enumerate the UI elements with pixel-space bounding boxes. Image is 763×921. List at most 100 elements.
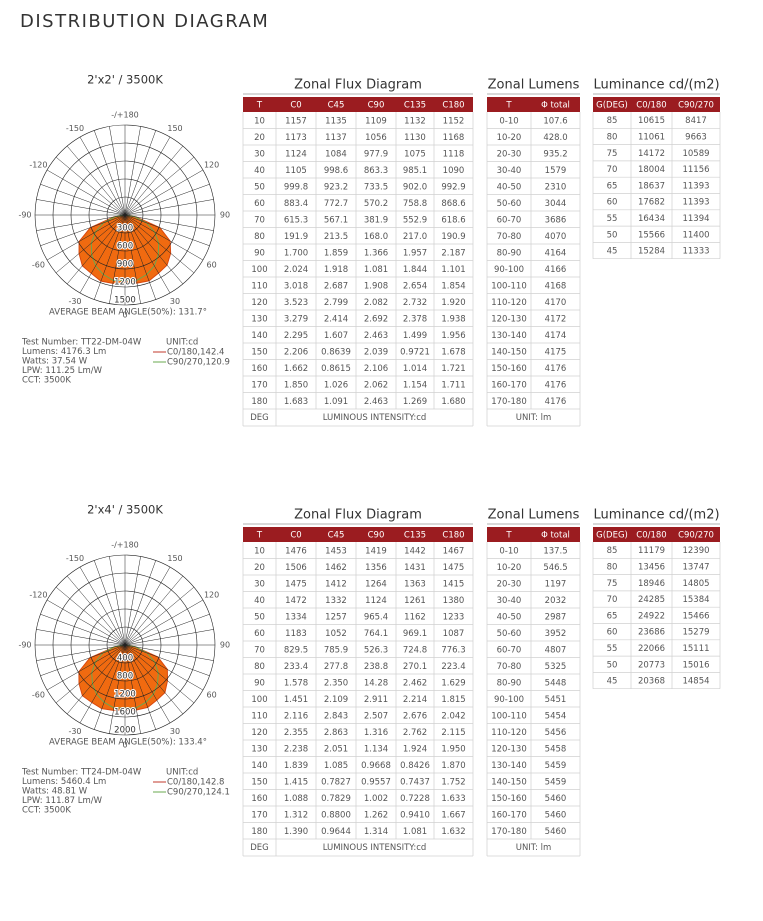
cell: 70 [607, 165, 618, 175]
cell: 11393 [682, 198, 709, 208]
cell: 1.918 [324, 265, 348, 275]
cell: 60-70 [497, 215, 522, 225]
cell: 552.9 [403, 215, 427, 225]
cell: 100 [251, 265, 267, 275]
ring-label: 400 [117, 654, 133, 664]
header-row [243, 527, 473, 542]
cell: 20-30 [497, 149, 522, 159]
cell: 1152 [443, 116, 465, 126]
cell: 381.9 [364, 215, 388, 225]
cell: 1168 [443, 133, 465, 143]
cell: 1579 [545, 166, 567, 176]
cell: 20 [254, 133, 265, 143]
column-header: T [505, 531, 512, 541]
cell: 1.950 [441, 744, 465, 754]
cell: 733.5 [364, 182, 388, 192]
cell: 0.9644 [321, 827, 351, 837]
polar-spoke [124, 560, 157, 646]
cell: 233.4 [284, 662, 308, 672]
cell: 140 [251, 331, 267, 341]
cell: 1087 [443, 629, 465, 639]
cell: 1135 [325, 116, 347, 126]
polar-spoke [124, 214, 157, 300]
cell: 2.507 [364, 711, 388, 721]
legend-c0: C0/180,142.4 [167, 348, 224, 358]
angle-label: 150 [167, 124, 182, 133]
cell: 150 [251, 777, 267, 787]
cell: 0.9410 [400, 810, 430, 820]
cell: 150-160 [491, 364, 527, 374]
cell: 1.314 [364, 827, 388, 837]
polar-spoke [124, 126, 141, 216]
cell: 40 [254, 166, 265, 176]
angle-label: -90 [18, 211, 31, 220]
cell: 18004 [638, 165, 665, 175]
table-title: Luminance cd/(m2) [593, 508, 719, 523]
cell: 110 [251, 281, 267, 291]
cell: 60 [254, 199, 265, 209]
cell: 1475 [443, 563, 465, 573]
angle-label: -60 [32, 691, 45, 700]
footer: UNIT: lm [516, 413, 552, 423]
polar-spoke [93, 130, 126, 216]
cell: 70 [607, 595, 618, 605]
ring-label: 1500 [114, 296, 136, 306]
cell: 13456 [638, 562, 665, 572]
cell: 170 [251, 380, 267, 390]
polar-spoke [93, 560, 126, 646]
cell: 160 [251, 364, 267, 374]
cell: 1.839 [284, 761, 308, 771]
legend-unit: UNIT:cd [166, 338, 198, 348]
cell: 55 [607, 214, 618, 224]
cell: 2.732 [403, 298, 427, 308]
polar-spoke [66, 145, 126, 216]
polar-spoke [124, 644, 204, 691]
cell: 1.683 [284, 397, 308, 407]
column-header: Φ total [541, 101, 570, 111]
polar-spoke [124, 169, 204, 216]
cell: 12390 [682, 546, 709, 556]
polar-spoke [36, 644, 126, 661]
cell: 120-130 [491, 314, 527, 324]
cell: 40-50 [497, 182, 522, 192]
angle-label: -30 [68, 297, 81, 306]
cell: 50-60 [497, 199, 522, 209]
angle-label: -/+180 [111, 111, 139, 120]
cell: 1415 [443, 579, 465, 589]
cell: 15111 [682, 644, 709, 654]
cell: 1.312 [284, 810, 308, 820]
cell: 1412 [325, 579, 347, 589]
ring-label: 300 [117, 224, 133, 234]
cell: 1.721 [441, 364, 465, 374]
cell: 0.8615 [321, 364, 351, 374]
cell: 1173 [285, 133, 307, 143]
cell: 2.062 [364, 380, 388, 390]
cell: 20773 [638, 660, 665, 670]
cell: 5460 [545, 794, 567, 804]
cell: 0.7827 [321, 777, 351, 787]
angle-label: 30 [170, 297, 180, 306]
cell: 45 [607, 677, 618, 687]
cell: 2.676 [403, 711, 427, 721]
cell: 2.414 [324, 314, 348, 324]
cell: 14854 [682, 677, 709, 687]
cell: 70-80 [497, 662, 522, 672]
cell: 15566 [638, 230, 665, 240]
cell: 1264 [365, 579, 387, 589]
polar-spoke [40, 183, 126, 216]
cell: 140-150 [491, 347, 527, 357]
cell: 3.523 [284, 298, 308, 308]
cell: 1130 [404, 133, 426, 143]
page-title: DISTRIBUTION DIAGRAM [20, 11, 269, 32]
cell: 30 [254, 149, 265, 159]
ring-label: 1600 [114, 708, 136, 718]
polar-spoke [46, 169, 126, 216]
cell: 1.081 [364, 265, 388, 275]
cell: 3.279 [284, 314, 308, 324]
cell: 80-90 [497, 248, 522, 258]
beam-angle: AVERAGE BEAM ANGLE(50%): 133.4° [49, 738, 207, 748]
column-header: T [256, 531, 263, 541]
cell: 615.3 [284, 215, 308, 225]
cell: 1431 [404, 563, 426, 573]
